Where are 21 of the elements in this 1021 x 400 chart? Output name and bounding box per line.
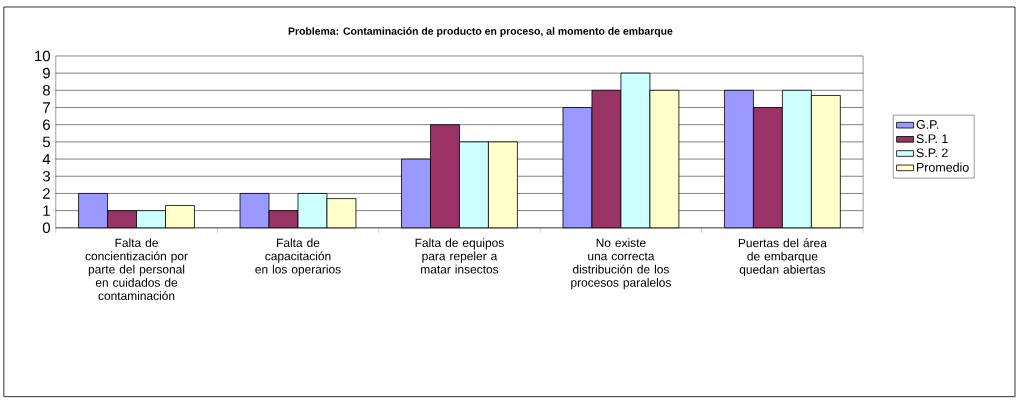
x-tick-label: Falta de capacitación en los operarios [255, 238, 341, 277]
y-tick-label: 9 [42, 68, 50, 79]
y-tick-label: 3 [42, 171, 50, 182]
legend-label: G.P. [916, 120, 939, 130]
y-tick-label: 10 [35, 50, 50, 62]
y-tick-label: 2 [43, 188, 50, 199]
y-tick-label: 4 [42, 154, 51, 165]
y-tick-label: 8 [42, 85, 50, 96]
chart-title: Problema: Contaminación de producto en proceso, al momento de embarque [288, 27, 673, 38]
y-tick-label: 1 [43, 205, 50, 216]
y-tick-label: 5 [42, 136, 50, 148]
x-tick-label: Falta de equipos para repeler a matar insectos [415, 238, 504, 274]
x-tick-label: Puertas del área de embarque quedan abiertas [738, 238, 827, 277]
legend-label: Promedio [917, 162, 969, 172]
legend-label: S.P. 1 [916, 134, 948, 144]
y-tick-label: 7 [43, 102, 50, 113]
legend-label: S.P. 2 [916, 148, 948, 158]
x-tick-label: Falta de concientización por parte del personal en cuidados de contaminación [85, 238, 188, 301]
y-tick-label: 0 [42, 222, 50, 234]
x-tick-label: No existe una correcta distribución de los procesos paralelos [571, 238, 671, 290]
y-tick-label: 6 [43, 119, 50, 131]
